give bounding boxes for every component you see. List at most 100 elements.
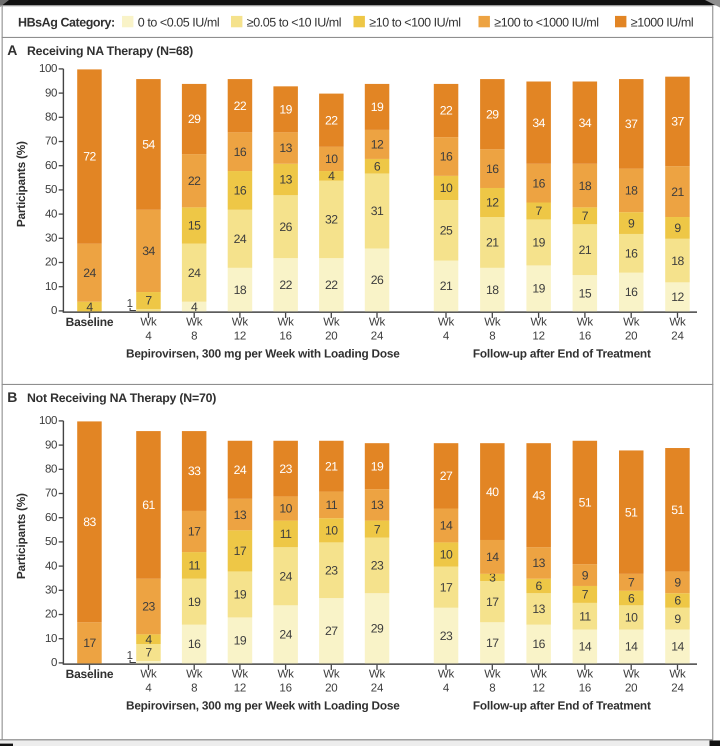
svg-text:19: 19 (532, 282, 545, 296)
svg-text:19: 19 (279, 103, 292, 117)
svg-text:27: 27 (440, 469, 453, 483)
svg-text:9: 9 (582, 568, 589, 582)
svg-text:70: 70 (45, 136, 57, 148)
svg-text:22: 22 (325, 278, 338, 292)
svg-text:34: 34 (579, 116, 592, 130)
svg-text:Wk: Wk (277, 669, 294, 681)
svg-text:7: 7 (582, 209, 589, 223)
svg-text:Wk: Wk (140, 669, 157, 681)
svg-text:7: 7 (145, 646, 152, 660)
svg-text:Baseline: Baseline (66, 315, 114, 329)
svg-text:Bepirovirsen, 300 mg per Week: Bepirovirsen, 300 mg per Week with Loadi… (126, 699, 400, 713)
svg-text:Wk: Wk (484, 669, 501, 681)
svg-text:10: 10 (325, 152, 338, 166)
svg-text:13: 13 (532, 602, 545, 616)
svg-text:16: 16 (579, 683, 591, 695)
svg-text:7: 7 (374, 522, 381, 536)
svg-text:90: 90 (45, 439, 57, 451)
svg-text:16: 16 (579, 331, 591, 343)
svg-text:13: 13 (532, 556, 545, 570)
svg-text:16: 16 (279, 683, 291, 695)
svg-text:16: 16 (625, 247, 638, 261)
svg-text:20: 20 (45, 609, 57, 621)
svg-text:Wk: Wk (232, 669, 249, 681)
svg-text:29: 29 (188, 112, 201, 126)
svg-text:18: 18 (486, 283, 499, 297)
svg-text:Receiving NA Therapy (N=68): Receiving NA Therapy (N=68) (27, 44, 193, 58)
svg-text:13: 13 (371, 498, 384, 512)
svg-text:13: 13 (279, 141, 292, 155)
svg-text:11: 11 (579, 609, 591, 623)
svg-text:24: 24 (371, 331, 384, 343)
svg-text:6: 6 (628, 591, 635, 605)
svg-text:13: 13 (279, 173, 292, 187)
svg-text:16: 16 (532, 637, 545, 651)
svg-text:10: 10 (325, 524, 338, 538)
svg-text:18: 18 (625, 184, 638, 198)
svg-text:34: 34 (142, 244, 155, 258)
svg-text:≥1000 IU/ml: ≥1000 IU/ml (631, 16, 693, 30)
svg-text:7: 7 (628, 576, 635, 590)
svg-text:20: 20 (325, 683, 337, 695)
svg-text:12: 12 (234, 683, 246, 695)
svg-text:40: 40 (45, 208, 57, 220)
svg-text:51: 51 (625, 505, 638, 519)
svg-text:21: 21 (486, 236, 499, 250)
svg-text:60: 60 (45, 512, 57, 524)
svg-text:15: 15 (579, 286, 592, 300)
svg-text:22: 22 (325, 113, 338, 127)
svg-text:Participants (%): Participants (%) (14, 141, 28, 227)
svg-text:16: 16 (279, 331, 291, 343)
svg-text:Baseline: Baseline (66, 667, 114, 681)
svg-text:Wk: Wk (186, 317, 203, 329)
svg-text:70: 70 (45, 488, 57, 500)
svg-text:6: 6 (674, 594, 681, 608)
svg-text:26: 26 (279, 220, 292, 234)
svg-text:4: 4 (191, 300, 198, 314)
svg-text:Wk: Wk (484, 317, 501, 329)
svg-text:Wk: Wk (530, 317, 547, 329)
svg-text:24: 24 (671, 331, 684, 343)
svg-text:9: 9 (674, 221, 681, 235)
svg-text:10: 10 (45, 633, 57, 645)
svg-text:13: 13 (234, 508, 247, 522)
svg-text:100: 100 (39, 63, 57, 75)
svg-text:Wk: Wk (323, 317, 340, 329)
svg-text:Wk: Wk (623, 669, 640, 681)
svg-text:Wk: Wk (323, 669, 340, 681)
svg-text:6: 6 (535, 579, 542, 593)
svg-text:19: 19 (371, 100, 384, 114)
svg-text:40: 40 (45, 560, 57, 572)
svg-text:30: 30 (45, 233, 57, 245)
svg-text:10: 10 (279, 502, 292, 516)
svg-text:20: 20 (625, 331, 637, 343)
svg-text:14: 14 (671, 640, 684, 654)
svg-text:19: 19 (188, 595, 201, 609)
svg-text:≥0.05 to <10 IU/ml: ≥0.05 to <10 IU/ml (247, 16, 341, 30)
svg-text:16: 16 (440, 150, 453, 164)
svg-text:23: 23 (142, 600, 155, 614)
svg-text:Follow-up after End of Treatme: Follow-up after End of Treatment (473, 347, 651, 361)
svg-text:21: 21 (671, 185, 684, 199)
svg-text:21: 21 (325, 459, 338, 473)
svg-text:Wk: Wk (438, 317, 455, 329)
svg-text:20: 20 (325, 331, 337, 343)
svg-text:14: 14 (579, 640, 592, 654)
svg-text:11: 11 (280, 527, 292, 541)
svg-text:≥10 to <100 IU/ml: ≥10 to <100 IU/ml (369, 16, 460, 30)
svg-text:Participants (%): Participants (%) (14, 493, 28, 579)
svg-text:Wk: Wk (577, 317, 594, 329)
svg-text:24: 24 (188, 266, 201, 280)
svg-text:54: 54 (142, 138, 155, 152)
svg-text:0: 0 (51, 305, 57, 317)
svg-text:9: 9 (674, 612, 681, 626)
svg-text:22: 22 (188, 174, 201, 188)
svg-text:4: 4 (145, 683, 152, 695)
svg-text:8: 8 (191, 331, 197, 343)
svg-text:19: 19 (234, 634, 247, 648)
svg-text:0 to <0.05 IU/ml: 0 to <0.05 IU/ml (138, 16, 219, 30)
svg-text:16: 16 (532, 176, 545, 190)
svg-text:83: 83 (83, 515, 96, 529)
svg-text:60: 60 (45, 160, 57, 172)
svg-text:80: 80 (45, 112, 57, 124)
